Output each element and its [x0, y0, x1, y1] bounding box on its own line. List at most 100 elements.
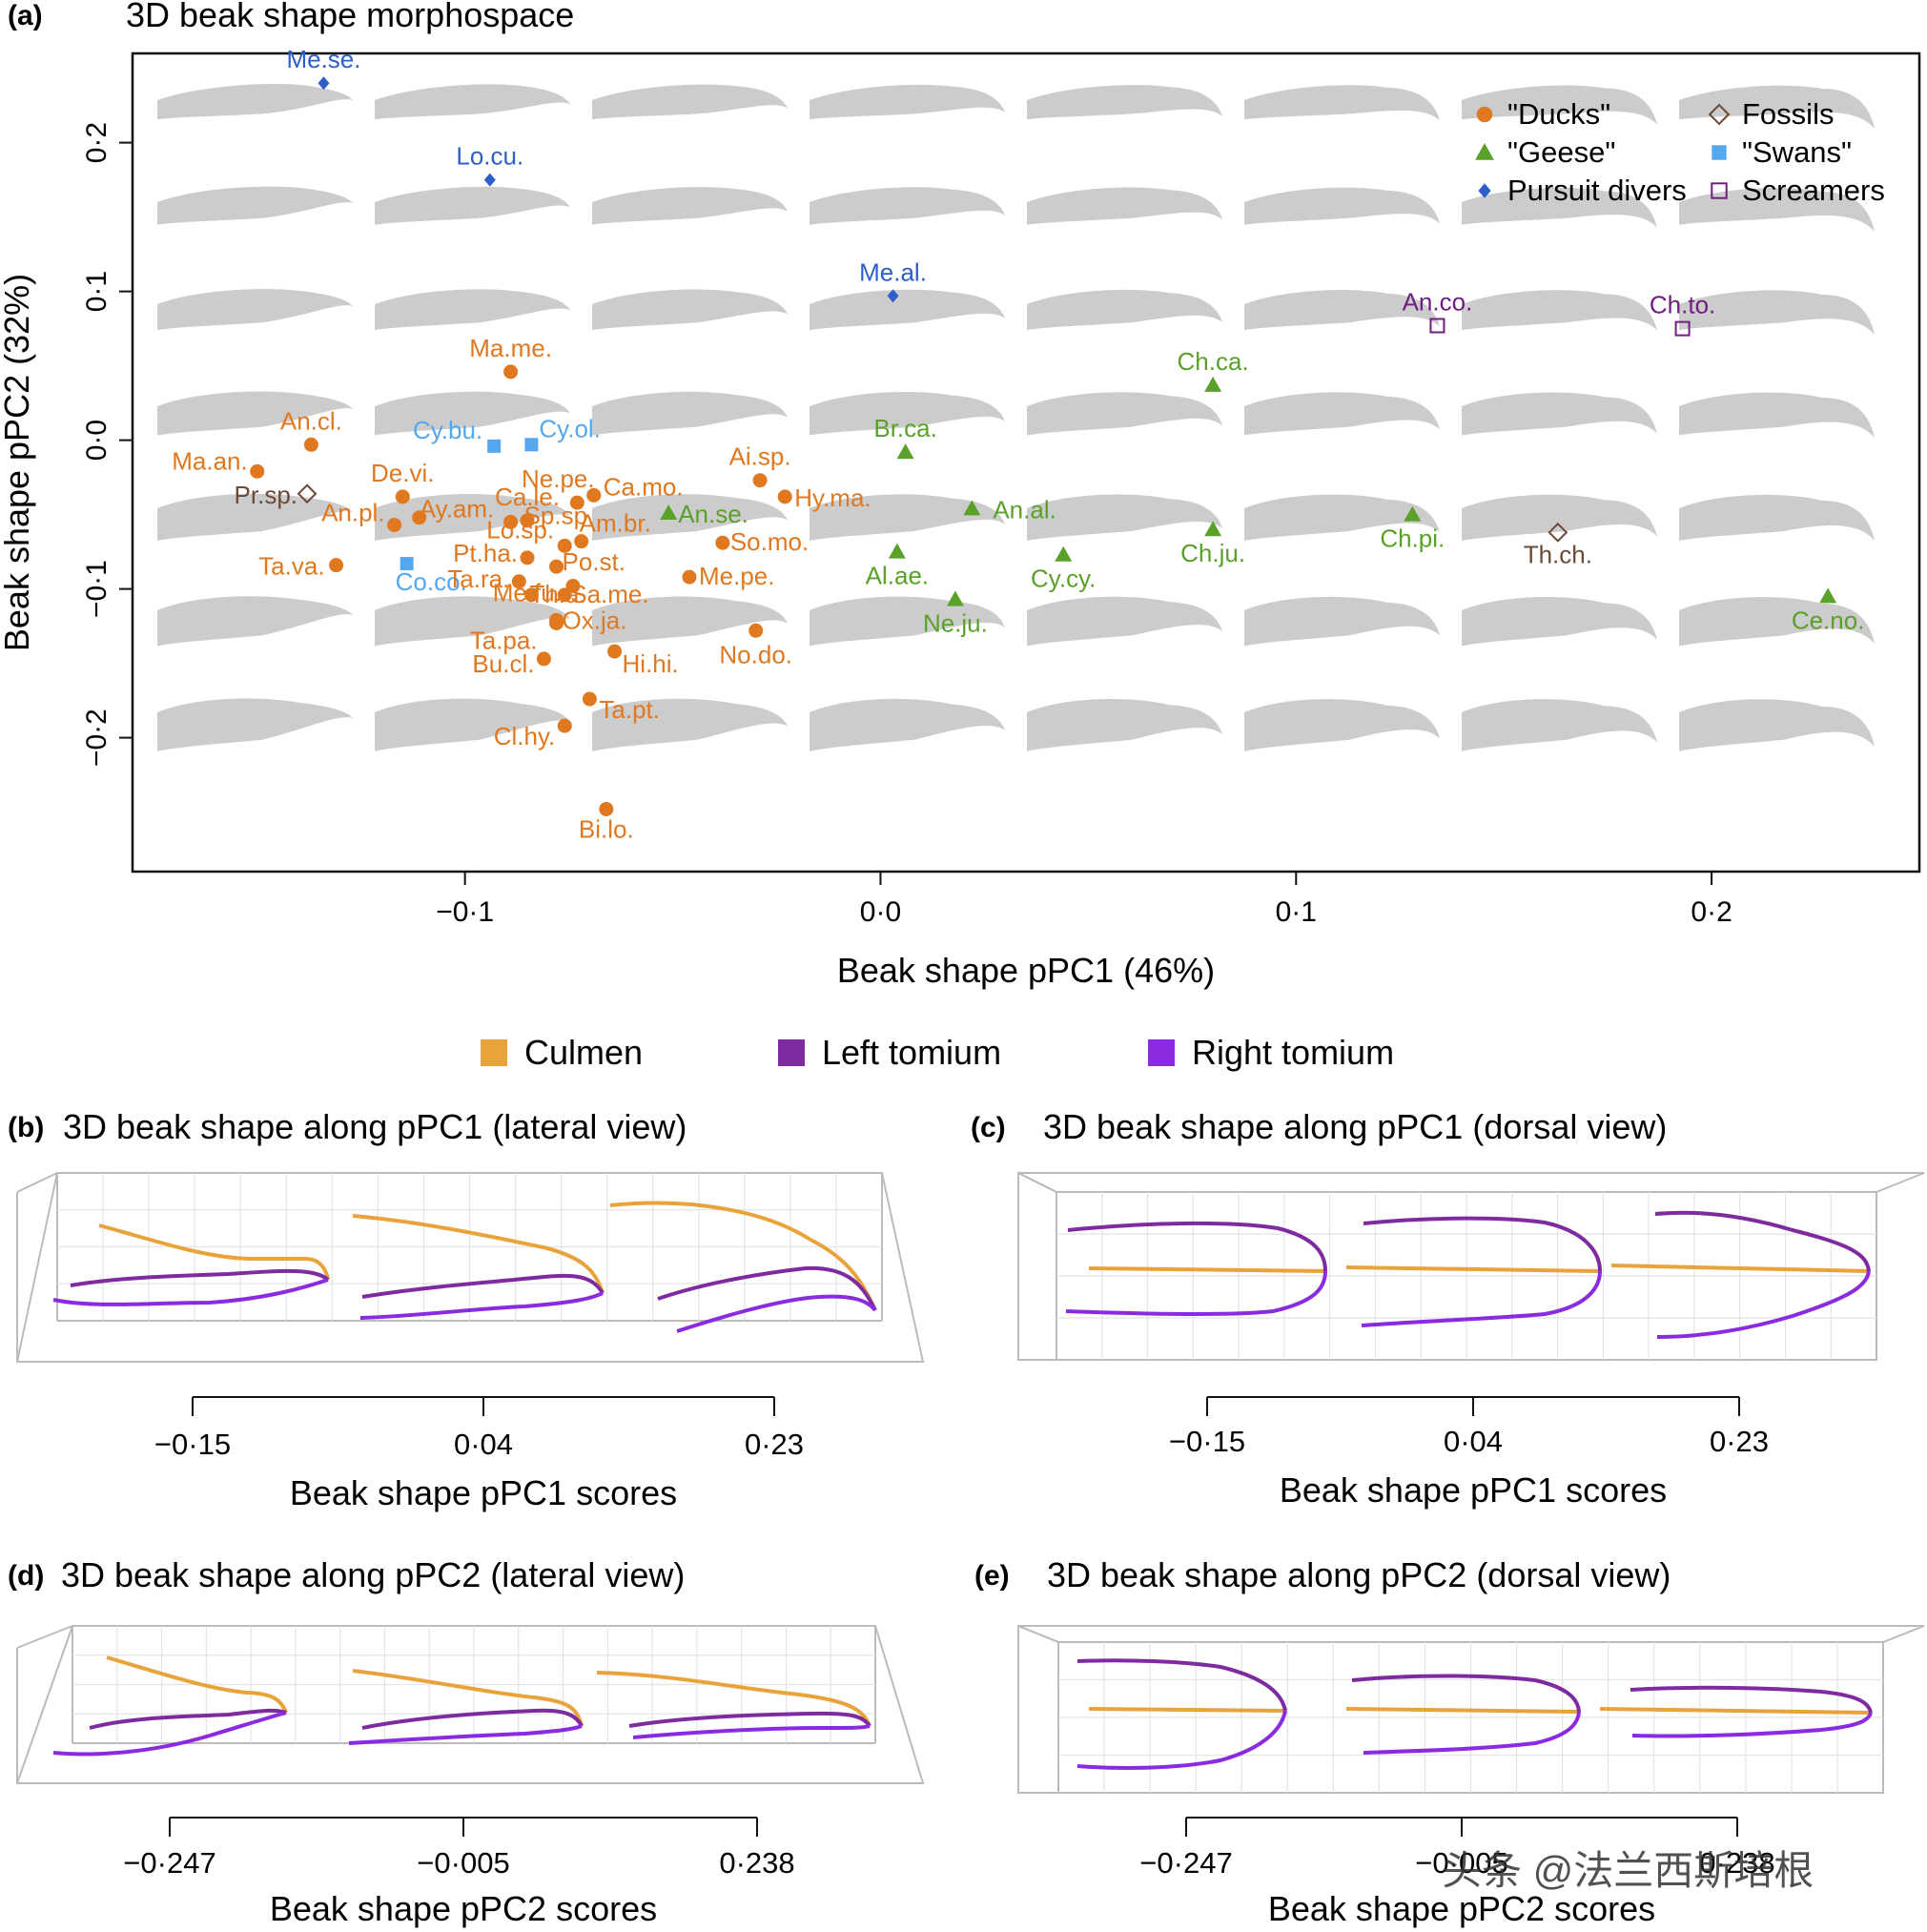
beak-silhouette — [1244, 596, 1440, 647]
beak-silhouette — [1462, 699, 1657, 751]
beak-silhouette — [375, 289, 570, 331]
point-label: Ox.ja. — [563, 606, 627, 634]
score-tick-label: 0·23 — [745, 1428, 804, 1461]
point-cybu — [487, 439, 502, 453]
beak-silhouette — [1462, 596, 1657, 647]
left-tomium-curve-8 — [361, 1708, 584, 1730]
point-label: Pr.sp. — [235, 481, 297, 509]
y-tick-label: 0·1 — [81, 271, 113, 312]
point-mese — [318, 76, 330, 91]
beak-silhouette — [157, 84, 353, 120]
beak-silhouette — [1679, 290, 1875, 335]
left-tomium-curve-6 — [1654, 1210, 1871, 1272]
group-legend: "Ducks" "Geese" Pursuit divers Fossils "Swan… — [1475, 97, 1885, 207]
point-label: Lo.cu. — [456, 142, 523, 171]
point-label: Cy.cy. — [1031, 565, 1096, 593]
culmen-curve-1 — [98, 1223, 330, 1281]
point-label: Ay.am. — [420, 495, 495, 524]
point-hyma — [777, 489, 792, 504]
left-tomium-curve-9 — [628, 1711, 871, 1728]
point-somo — [715, 535, 730, 550]
culmen-curve-12 — [1599, 1707, 1872, 1715]
point-label: Ta.va. — [258, 552, 324, 581]
beak-silhouette — [810, 289, 1005, 331]
point-prsp — [297, 483, 318, 504]
score-axis-label: Beak shape pPC1 scores — [1280, 1470, 1667, 1510]
left-tomium-curve-5 — [1363, 1216, 1602, 1272]
point-label: Ch.ca. — [1178, 347, 1249, 376]
watermark: 头条 @法兰西斯培根 — [1442, 1848, 1814, 1893]
point-chju — [1204, 521, 1222, 537]
panel-d-curves — [52, 1655, 871, 1757]
beak-silhouette — [1244, 392, 1440, 436]
panel-e-box — [1017, 1624, 1925, 1794]
point-locu — [483, 173, 496, 187]
beak-silhouette — [592, 289, 788, 331]
x-tick-label: 0·0 — [860, 896, 901, 928]
beak-silhouette — [1679, 85, 1875, 129]
culmen-curve-11 — [1345, 1707, 1580, 1714]
point-spsp — [503, 514, 519, 529]
panel-d-title: 3D beak shape along pPC2 (lateral view) — [61, 1555, 685, 1594]
point-cale — [520, 513, 535, 528]
point-tava — [329, 558, 344, 573]
point-label: Ma.me. — [469, 334, 552, 362]
culmen-curve-6 — [1610, 1264, 1870, 1273]
culmen-curve-10 — [1088, 1707, 1286, 1713]
x-tick-label: 0·2 — [1691, 896, 1732, 928]
point-brca — [896, 443, 914, 460]
legend-marker-pursuit — [1478, 183, 1491, 198]
point-label: Ch.pi. — [1380, 524, 1445, 553]
legend-label: "Ducks" — [1507, 97, 1610, 131]
point-anal — [963, 500, 981, 516]
point-maan — [250, 463, 265, 479]
panel-e-letter: (e) — [974, 1560, 1010, 1592]
point-label: Ma.an. — [172, 446, 248, 475]
point-label: Me.pe. — [699, 562, 775, 590]
x-tick-label: −0·1 — [436, 896, 494, 928]
panel-e-title: 3D beak shape along pPC2 (dorsal view) — [1047, 1555, 1671, 1594]
legend-label: "Geese" — [1507, 135, 1615, 169]
point-mepe — [682, 569, 697, 585]
legend-marker-screamers — [1711, 182, 1728, 199]
point-label: Cy.ol. — [539, 414, 601, 442]
beak-silhouette — [810, 494, 1005, 541]
right-tomium-curve-6 — [1656, 1270, 1871, 1339]
point-losp — [557, 538, 572, 553]
point-thch — [1548, 522, 1568, 543]
beak-silhouette — [1679, 188, 1875, 232]
curve-legend-swatch — [481, 1039, 507, 1066]
beak-silhouette — [1244, 187, 1440, 225]
beak-silhouette — [1244, 85, 1440, 121]
point-nepe — [569, 495, 584, 510]
left-tomium-curve-11 — [1351, 1674, 1581, 1713]
right-tomium-curve-10 — [1076, 1710, 1287, 1770]
point-label: Ta.pt. — [599, 695, 660, 724]
panel-a-title: 3D beak shape morphospace — [126, 0, 574, 34]
point-label: An.co. — [1403, 287, 1473, 316]
point-post — [549, 559, 564, 574]
panel-c-title: 3D beak shape along pPC1 (dorsal view) — [1043, 1107, 1667, 1146]
beak-silhouette — [1027, 698, 1222, 751]
point-label: Po.st. — [563, 547, 625, 576]
point-label: Lo.sp. — [486, 515, 554, 544]
point-label: Ta.pa. — [470, 626, 538, 654]
culmen-curve-5 — [1345, 1265, 1601, 1273]
beak-silhouette — [810, 596, 1005, 647]
panel-b-score-axis: −0·15 0·04 0·23 Beak shape pPC1 scores — [154, 1396, 804, 1512]
y-tick-label: 0·2 — [81, 122, 113, 163]
point-label: Sp.sp. — [524, 501, 595, 529]
left-tomium-curve-2 — [361, 1273, 605, 1299]
panel-c-box — [1017, 1171, 1925, 1361]
point-anse — [660, 504, 678, 521]
beak-silhouette — [810, 392, 1005, 436]
beak-silhouette — [810, 187, 1005, 225]
score-tick-label: −0·247 — [1139, 1846, 1232, 1880]
right-tomium-curve-3 — [676, 1294, 877, 1333]
beak-silhouette — [375, 84, 570, 120]
point-meal — [887, 289, 899, 303]
point-camo — [586, 487, 602, 503]
point-chpi — [1404, 505, 1422, 522]
beak-silhouette — [1027, 289, 1222, 331]
